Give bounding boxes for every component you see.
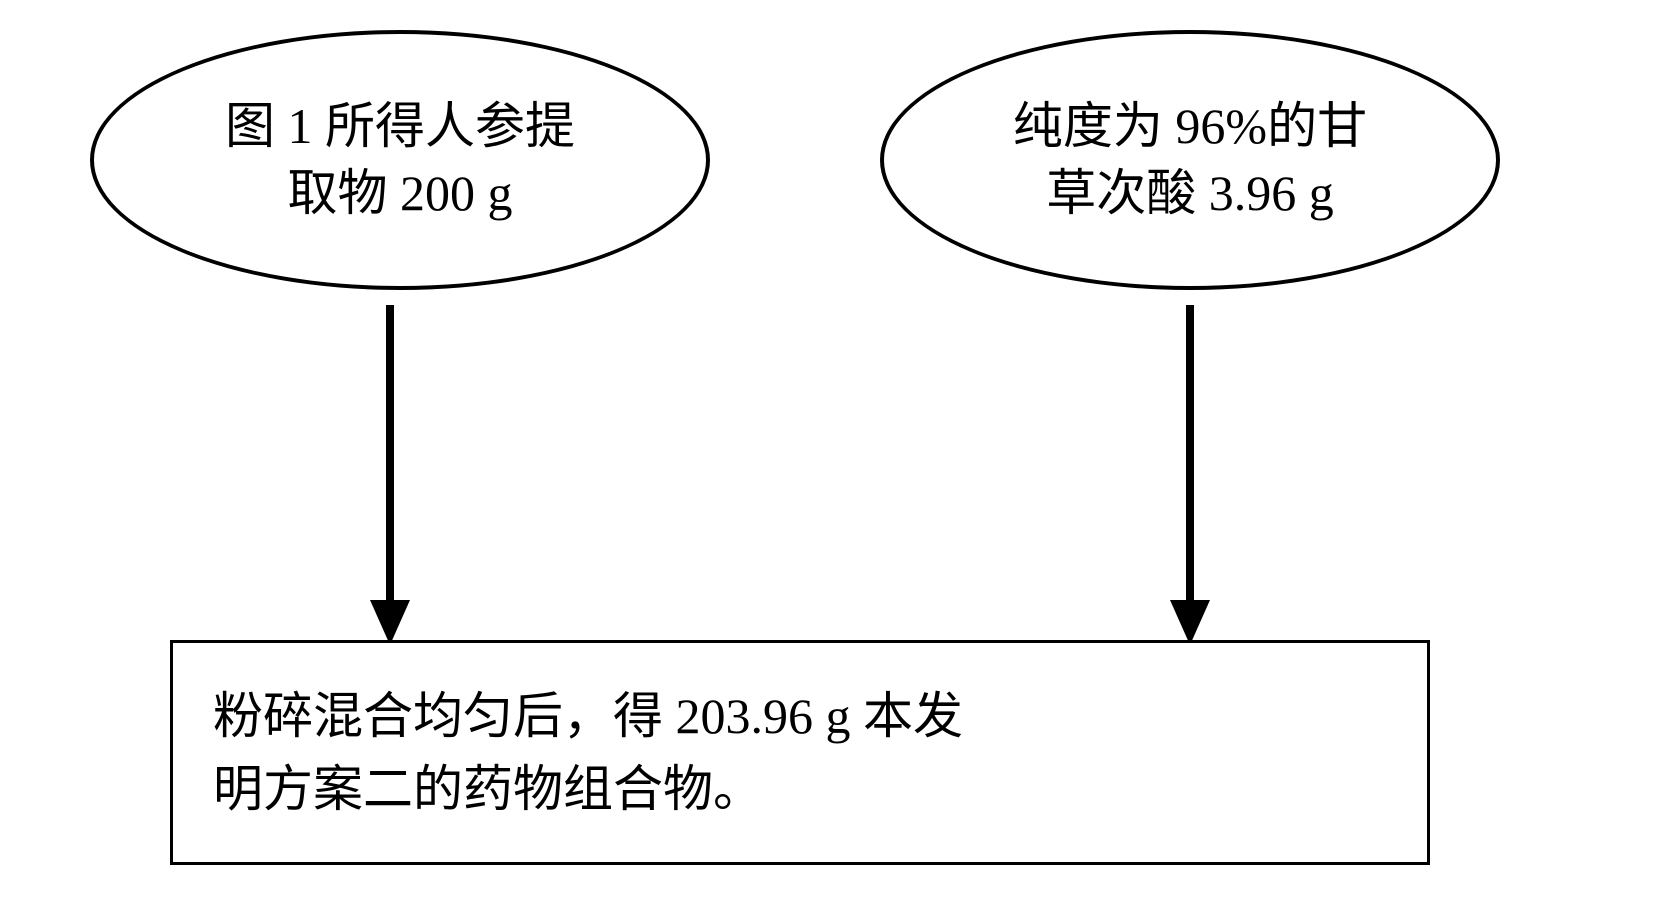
- arrow-left: [368, 305, 412, 645]
- diagram-canvas: 图 1 所得人参提 取物 200 g 纯度为 96%的甘 草次酸 3.96 g …: [0, 0, 1660, 916]
- node-ginseng-extract: 图 1 所得人参提 取物 200 g: [90, 30, 710, 290]
- node-glycyrrhetinic-acid-label: 纯度为 96%的甘 草次酸 3.96 g: [943, 93, 1437, 228]
- arrow-right: [1168, 305, 1212, 645]
- node-ginseng-extract-label: 图 1 所得人参提 取物 200 g: [155, 93, 645, 228]
- node-mixture-result: 粉碎混合均匀后，得 203.96 g 本发 明方案二的药物组合物。: [170, 640, 1430, 865]
- node-mixture-result-label: 粉碎混合均匀后，得 203.96 g 本发 明方案二的药物组合物。: [213, 680, 963, 825]
- node-glycyrrhetinic-acid: 纯度为 96%的甘 草次酸 3.96 g: [880, 30, 1500, 290]
